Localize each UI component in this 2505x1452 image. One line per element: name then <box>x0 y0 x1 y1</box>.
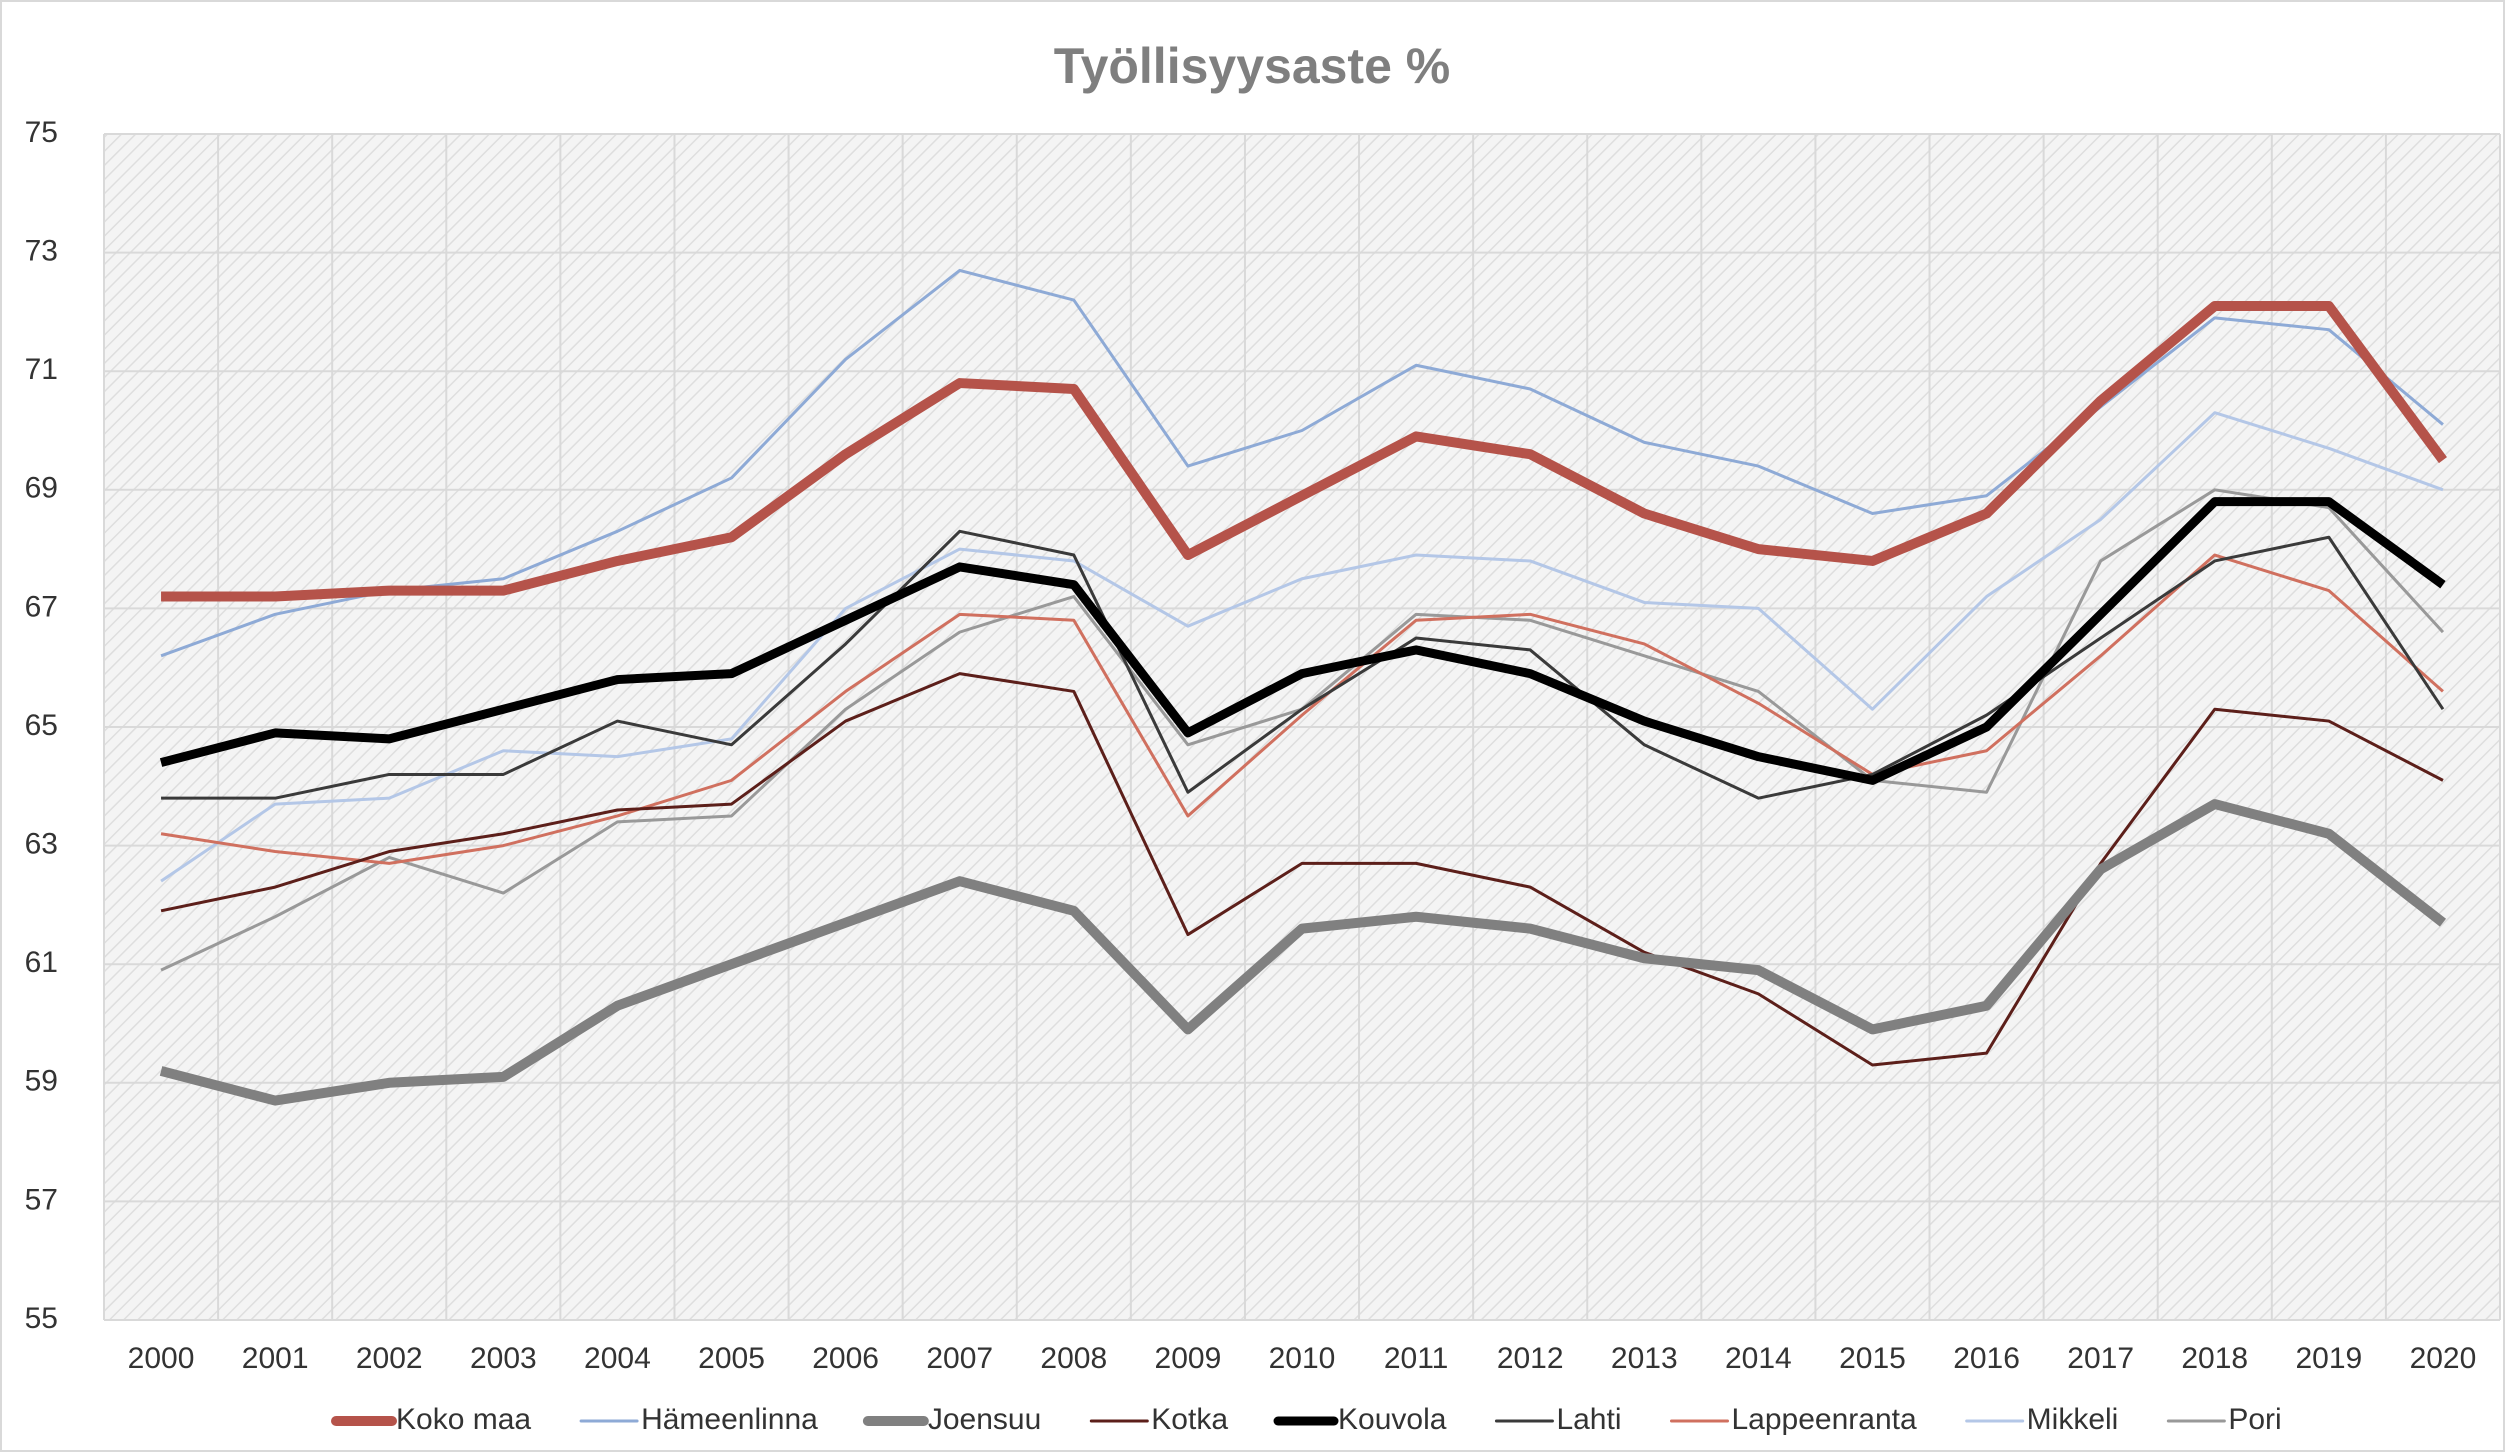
legend-label: Koko maa <box>396 1403 531 1436</box>
x-tick-label: 2003 <box>470 1342 537 1375</box>
y-tick-label: 75 <box>25 116 58 149</box>
legend-label: Pori <box>2228 1403 2281 1436</box>
x-tick-label: 2017 <box>2067 1342 2134 1375</box>
legend-label: Joensuu <box>928 1403 1041 1436</box>
y-tick-label: 67 <box>25 590 58 623</box>
series-line <box>160 411 2444 883</box>
chart-title: Työllisyysaste % <box>1054 38 1451 94</box>
series-line <box>160 672 2444 1067</box>
legend-label: Lappeenranta <box>1732 1403 1917 1436</box>
x-tick-label: 2008 <box>1040 1342 1107 1375</box>
x-tick-label: 2011 <box>1384 1342 1449 1375</box>
x-tick-label: 2002 <box>356 1342 423 1375</box>
y-tick-label: 63 <box>25 828 58 861</box>
series-line <box>159 497 2446 785</box>
x-tick-label: 2004 <box>584 1342 651 1375</box>
x-tick-label: 2016 <box>1953 1342 2020 1375</box>
y-tick-label: 59 <box>25 1065 58 1098</box>
x-tick-label: 2015 <box>1839 1342 1906 1375</box>
x-tick-label: 2013 <box>1611 1342 1678 1375</box>
legend-label: Mikkeli <box>2027 1403 2119 1436</box>
x-tick-label: 2019 <box>2295 1342 2362 1375</box>
y-tick-label: 73 <box>25 235 58 268</box>
x-tick-label: 2018 <box>2181 1342 2248 1375</box>
x-tick-label: 2012 <box>1497 1342 1564 1375</box>
x-tick-label: 2001 <box>242 1342 309 1375</box>
x-tick-label: 2006 <box>812 1342 879 1375</box>
x-tick-label: 2014 <box>1725 1342 1792 1375</box>
x-tick-label: 2009 <box>1155 1342 1222 1375</box>
series-line <box>161 529 2445 800</box>
x-tick-label: 2007 <box>926 1342 993 1375</box>
legend-label: Kouvola <box>1338 1403 1447 1436</box>
series-line <box>161 300 2447 602</box>
x-tick-label: 2020 <box>2410 1342 2477 1375</box>
y-tick-label: 55 <box>25 1302 58 1335</box>
y-tick-label: 57 <box>25 1183 58 1216</box>
x-tick-label: 2005 <box>698 1342 765 1375</box>
y-tick-label: 71 <box>25 353 58 386</box>
y-tick-label: 65 <box>25 709 58 742</box>
y-tick-label: 69 <box>25 472 58 505</box>
series-line <box>159 799 2447 1106</box>
x-tick-label: 2010 <box>1269 1342 1336 1375</box>
y-tick-label: 61 <box>25 946 58 979</box>
legend-label: Lahti <box>1556 1403 1621 1436</box>
x-tick-label: 2000 <box>128 1342 195 1375</box>
legend-label: Hämeenlinna <box>641 1403 818 1436</box>
series-line <box>160 553 2444 865</box>
legend-label: Kotka <box>1151 1403 1228 1436</box>
